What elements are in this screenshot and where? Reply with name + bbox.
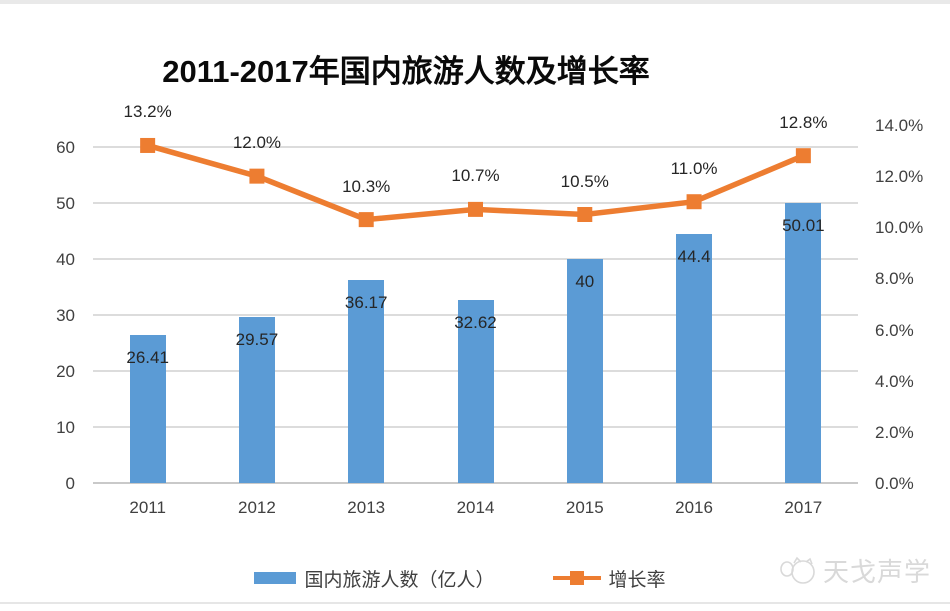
left-axis-tick-label: 10 <box>56 418 75 437</box>
left-axis-tick-label: 50 <box>56 194 75 213</box>
bar-data-label: 36.17 <box>344 293 388 313</box>
bar-2016 <box>676 234 713 483</box>
right-axis-tick-label: 6.0% <box>875 320 914 340</box>
x-axis-category-label: 2017 <box>784 498 823 517</box>
bar-data-label: 32.62 <box>454 313 497 333</box>
bar-data-label: 29.57 <box>235 330 279 350</box>
x-axis-line <box>93 482 858 484</box>
x-axis-category-label: 2015 <box>565 498 604 517</box>
x-axis-category-label: 2016 <box>675 498 713 517</box>
legend-item-bar-series: 国内旅游人数（亿人） <box>254 565 495 592</box>
bar-2015 <box>566 259 603 483</box>
legend-label-line-series: 增长率 <box>608 569 666 591</box>
line-data-label: 13.2% <box>123 102 172 122</box>
left-axis-tick-label: 30 <box>56 306 75 325</box>
line-marker-2013 <box>358 212 374 228</box>
line-data-label: 11.0% <box>670 158 718 178</box>
line-data-label: 12.8% <box>779 112 828 132</box>
line-data-label: 10.7% <box>451 166 500 186</box>
x-axis-category-label: 2013 <box>347 498 386 517</box>
tiange-logo-icon <box>780 556 815 584</box>
watermark-text: 天戈声学 <box>823 557 932 587</box>
line-series-swatch-icon <box>552 571 601 585</box>
bar-data-label: 26.41 <box>126 348 169 368</box>
chart-title: 2011-2017年国内旅游人数及增长率 <box>162 54 650 89</box>
line-data-label: 10.3% <box>342 176 391 196</box>
bar-2013 <box>348 280 385 483</box>
x-axis-category-label: 2014 <box>456 498 495 517</box>
bar-data-label: 50.01 <box>782 215 825 235</box>
legend-label-bar-series: 国内旅游人数（亿人） <box>304 569 495 591</box>
line-marker-2012 <box>249 168 265 184</box>
line-marker-2017 <box>795 148 811 164</box>
bar-2012 <box>238 317 275 483</box>
left-axis-tick-label: 60 <box>56 138 75 157</box>
line-data-label: 10.5% <box>560 171 609 191</box>
bar-data-label: 44.4 <box>677 247 711 267</box>
bar-series-swatch-icon <box>254 572 297 584</box>
right-axis-tick-label: 0.0% <box>875 474 914 493</box>
left-axis-tick-label: 40 <box>56 250 75 269</box>
bar-2014 <box>457 300 494 483</box>
x-axis-category-label: 2012 <box>238 498 276 517</box>
x-axis-category-label: 2011 <box>129 498 166 517</box>
bar-2017 <box>785 202 822 483</box>
line-marker-2014 <box>468 201 483 217</box>
left-axis-tick-label: 20 <box>56 362 75 381</box>
right-axis-tick-label: 8.0% <box>875 269 914 289</box>
right-axis-tick-label: 10.0% <box>875 218 924 238</box>
gridline <box>93 146 858 148</box>
bottom-border-line <box>0 602 950 604</box>
legend: 国内旅游人数（亿人） 增长率 <box>0 564 920 592</box>
right-axis-tick-label: 2.0% <box>875 422 914 442</box>
legend-item-line-series: 增长率 <box>552 565 666 592</box>
top-border-strip <box>0 0 950 4</box>
line-marker-2015 <box>577 207 593 222</box>
line-marker-2011 <box>140 137 156 153</box>
watermark: 天戈声学 <box>778 552 931 589</box>
gridline <box>93 258 858 260</box>
line-marker-2016 <box>686 194 702 210</box>
right-axis-tick-label: 14.0% <box>875 116 924 135</box>
left-axis-tick-label: 0 <box>65 474 75 493</box>
right-axis-tick-label: 4.0% <box>875 371 914 391</box>
bar-2011 <box>129 335 166 483</box>
bar-data-label: 40 <box>575 272 595 291</box>
line-data-label: 12.0% <box>232 133 282 153</box>
right-axis-tick-label: 12.0% <box>875 167 924 187</box>
